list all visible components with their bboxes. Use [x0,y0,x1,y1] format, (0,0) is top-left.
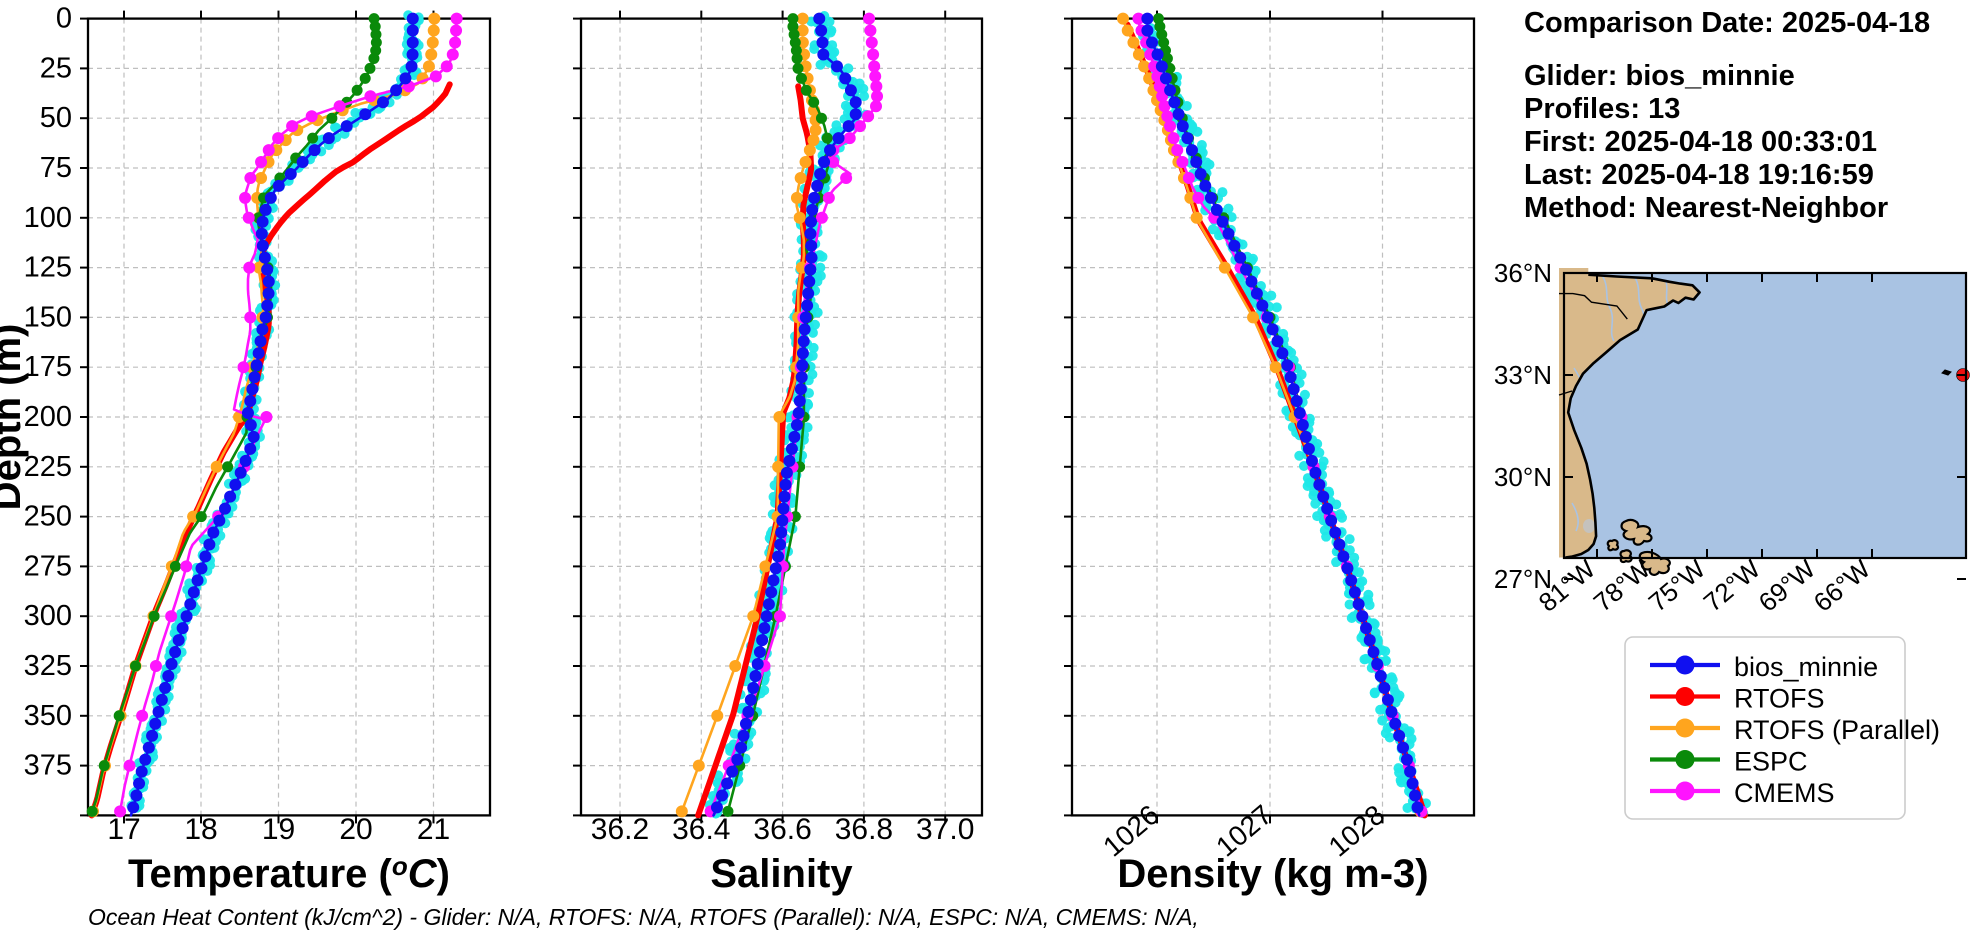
svg-text:30°N: 30°N [1494,462,1552,492]
svg-text:Glider: bios_minnie: Glider: bios_minnie [1524,60,1795,92]
svg-text:275: 275 [24,550,72,582]
svg-text:25: 25 [40,52,72,84]
svg-text:20: 20 [339,813,372,846]
svg-text:300: 300 [24,600,72,632]
svg-text:72°W: 72°W [1698,553,1767,617]
svg-text:0: 0 [56,3,72,35]
svg-text:125: 125 [24,252,72,284]
svg-text:50: 50 [40,102,72,134]
svg-text:bios_minnie: bios_minnie [1734,652,1878,682]
svg-text:18: 18 [184,813,217,846]
svg-text:66°W: 66°W [1808,553,1877,617]
svg-text:36.4: 36.4 [672,813,730,846]
svg-text:Last: 2025-04-18 19:16:59: Last: 2025-04-18 19:16:59 [1524,159,1874,191]
svg-text:21: 21 [417,813,450,846]
svg-text:36.2: 36.2 [591,813,649,846]
svg-text:36°N: 36°N [1494,258,1552,288]
svg-text:Density (kg m-3): Density (kg m-3) [1117,852,1428,896]
svg-text:Temperature (oC): Temperature (oC) [128,851,450,896]
svg-text:19: 19 [262,813,295,846]
svg-text:350: 350 [24,700,72,732]
svg-text:37.0: 37.0 [916,813,974,846]
svg-text:250: 250 [24,501,72,533]
svg-text:Profiles: 13: Profiles: 13 [1524,93,1680,125]
svg-text:33°N: 33°N [1494,360,1552,390]
svg-text:Method: Nearest-Neighbor: Method: Nearest-Neighbor [1524,192,1888,224]
svg-text:Ocean Heat Content (kJ/cm^2) -: Ocean Heat Content (kJ/cm^2) - Glider: N… [88,904,1199,930]
svg-text:36.6: 36.6 [753,813,811,846]
svg-text:375: 375 [24,750,72,782]
svg-text:36.8: 36.8 [835,813,893,846]
svg-text:100: 100 [24,202,72,234]
svg-text:81°W: 81°W [1533,553,1602,617]
svg-text:Depth (m): Depth (m) [0,324,29,511]
svg-text:RTOFS: RTOFS [1734,684,1825,714]
svg-text:69°W: 69°W [1753,553,1822,617]
svg-text:CMEMS: CMEMS [1734,778,1835,808]
svg-text:RTOFS (Parallel): RTOFS (Parallel) [1734,715,1940,745]
svg-text:First: 2025-04-18 00:33:01: First: 2025-04-18 00:33:01 [1524,126,1877,158]
svg-text:Salinity: Salinity [710,852,853,896]
svg-text:Comparison Date: 2025-04-18: Comparison Date: 2025-04-18 [1524,7,1930,39]
svg-text:75: 75 [40,152,72,184]
svg-text:17: 17 [107,813,140,846]
svg-text:ESPC: ESPC [1734,747,1808,777]
svg-text:225: 225 [24,451,72,483]
svg-text:150: 150 [24,301,72,333]
svg-text:200: 200 [24,401,72,433]
svg-text:325: 325 [24,650,72,682]
svg-text:175: 175 [24,351,72,383]
